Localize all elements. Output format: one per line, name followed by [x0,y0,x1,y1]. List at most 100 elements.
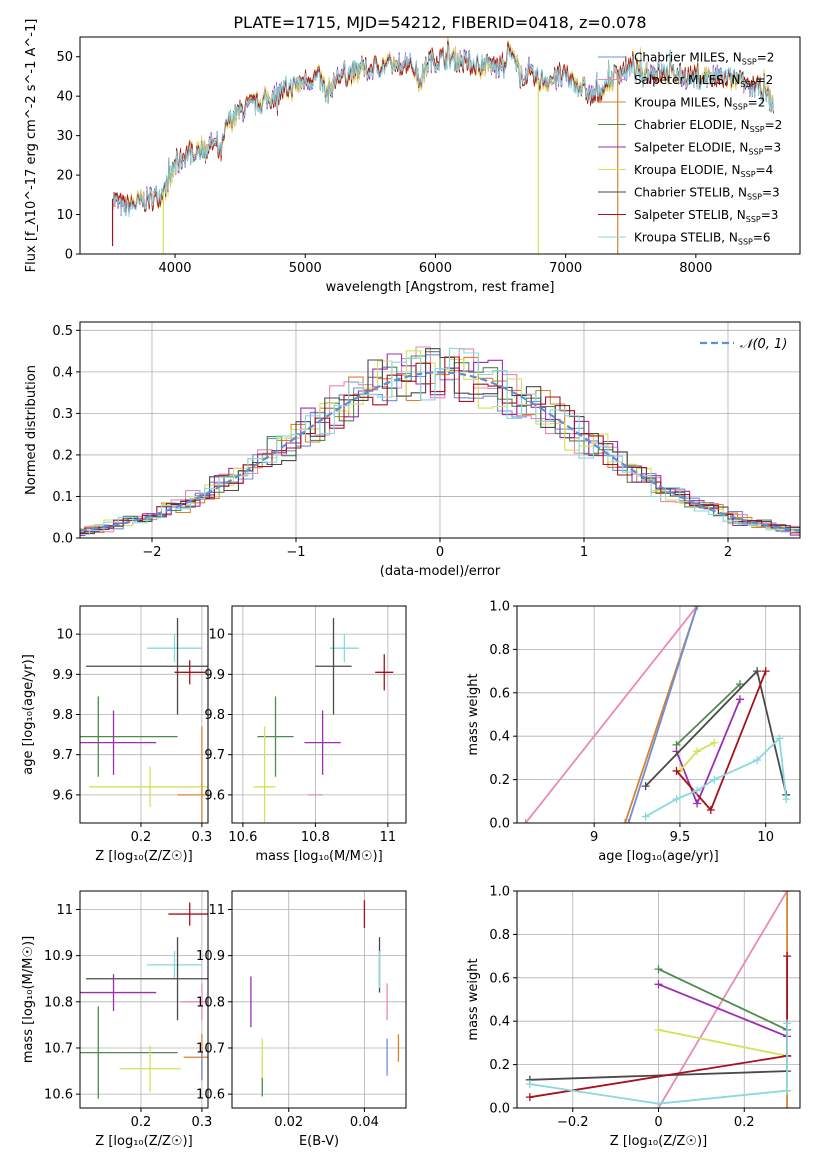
y-tick-label: 10 [56,208,73,223]
x-tick-label: 8000 [679,261,712,276]
axes-frame [231,890,407,1109]
weight-line [658,1029,788,1057]
error-point [80,710,157,775]
axes-frame [516,605,801,824]
weight-marker [782,795,791,804]
y-tick-label: 0.4 [489,1015,510,1030]
error-point [315,618,352,715]
error-point [180,983,208,1021]
y-tick-label: 0.0 [52,532,73,547]
y-tick-label: 0.8 [489,643,510,658]
y-tick-label: 0.0 [489,817,510,832]
weight-marker [641,812,650,821]
x-tick-label: 0 [436,545,444,560]
x-tick-label: 9 [590,830,598,845]
weight-marker [521,819,530,823]
weight-marker [525,1093,534,1102]
axes-frame [79,890,209,1109]
axes-frame [516,890,801,1109]
x-tick-label: 0.3 [192,830,213,845]
weight-marker [641,782,650,791]
legend-entry: Salpeter STELIB, NSSP=3 [634,208,778,224]
y-tick-label: 30 [56,129,73,144]
y-tick-label: 9.9 [204,668,225,683]
figure-title: PLATE=1715, MJD=54212, FIBERID=0418, z=0… [233,13,646,32]
error-point [147,634,202,663]
x-tick-label: −2 [142,545,161,560]
weight-marker [783,1086,792,1095]
y-tick-label: 9.9 [52,668,73,683]
weight-marker [621,819,630,823]
weight-line [679,741,715,772]
weight-marker [525,1080,534,1089]
y-tick-label: 10 [56,628,73,643]
weight-marker [783,891,792,895]
x-tick-label: 0.2 [734,1115,755,1130]
x-tick-label: 11 [380,830,397,845]
legend-entry: Chabrier ELODIE, NSSP=2 [634,118,782,134]
x-axis-label: Z [log₁₀(Z/Z☉)] [95,1134,192,1149]
y-tick-label: 10.9 [196,949,225,964]
x-axis-label: (data-model)/error [380,564,501,579]
panel-Z_vs_mass: 0.2 0.3 10.6 10.7 10.8 10.9 11 Z [log₁₀(Z/Z☉)] m… [21,890,212,1149]
x-tick-label: 0 [654,1115,662,1130]
axes-frame [79,605,209,824]
y-tick-label: 0.8 [489,928,510,943]
x-tick-label: 0.2 [131,1115,152,1130]
axes-frame [231,605,407,824]
error-point [253,726,276,823]
x-tick-label: 0.2 [131,830,152,845]
y-tick-label: 11 [208,903,225,918]
weight-marker [654,980,663,989]
weight-marker [775,734,784,743]
error-point [147,951,202,979]
weight-line [644,669,788,796]
y-tick-label: 0.3 [52,407,73,422]
y-tick-label: 0.2 [489,773,510,788]
panel-EBV_vs_mass: 0.02 0.04 10.6 10.7 10.8 10.9 11 E(B-V) [196,890,407,1149]
histogram-series [80,351,800,535]
y-tick-label: 10 [208,628,225,643]
weight-line [675,683,741,746]
legend-entry: Chabrier STELIB, NSSP=3 [634,186,780,202]
panel-spectrum: 4000 5000 6000 7000 8000 0 10 20 30 40 50 wavelengt… [24,19,801,295]
x-tick-label: 10.8 [301,830,330,845]
x-axis-label: Z [log₁₀(Z/Z☉)] [610,1134,707,1149]
weight-marker [693,606,702,610]
x-axis-label: E(B-V) [299,1134,339,1149]
error-point [257,696,294,777]
weight-marker [706,805,715,814]
weight-marker [654,1025,663,1034]
error-point [86,937,208,1021]
legend-entry: Chabrier MILES, NSSP=2 [634,51,774,67]
weight-marker [735,680,744,689]
y-tick-label: 40 [56,90,73,105]
y-tick-label: 0 [65,248,73,263]
weight-marker [672,795,681,804]
weight-marker [783,1019,792,1028]
weight-marker [710,775,719,784]
panel-age_weights: 9 9.5 10 0.0 0.2 0.4 0.6 0.8 1.0 age [log₁₀(age/y… [466,600,801,864]
x-axis-label: mass [log₁₀(M/M☉)] [255,849,382,864]
histogram-series [80,356,800,534]
spectrum-legend: Chabrier MILES, NSSP=2 Salpeter MILES, NS… [598,51,782,247]
panel-Z_vs_age: 0.2 0.3 9.6 9.7 9.8 9.9 10 Z [log₁₀(Z/Z☉)] age [… [21,605,213,864]
y-tick-label: 10.9 [44,949,73,964]
error-point [168,902,208,926]
axes-frame [79,321,801,539]
error-point [174,660,205,685]
weight-line [645,736,788,818]
error-point [119,1045,181,1092]
legend-entry: Salpeter ELODIE, NSSP=3 [634,141,781,157]
weight-marker [710,738,719,747]
y-tick-label: 11 [56,903,73,918]
y-tick-label: 0.2 [52,448,73,463]
panel-residual_histograms: −2 −1 0 1 2 0.0 0.1 0.2 0.3 0.4 0.5 (data-model)/er… [24,321,801,579]
y-tick-label: 50 [56,50,73,65]
y-tick-label: 9.6 [52,788,73,803]
y-axis-label: mass weight [466,673,481,755]
y-tick-label: 10.6 [44,1088,73,1103]
y-tick-label: 10.6 [196,1088,225,1103]
weight-marker [735,695,744,704]
